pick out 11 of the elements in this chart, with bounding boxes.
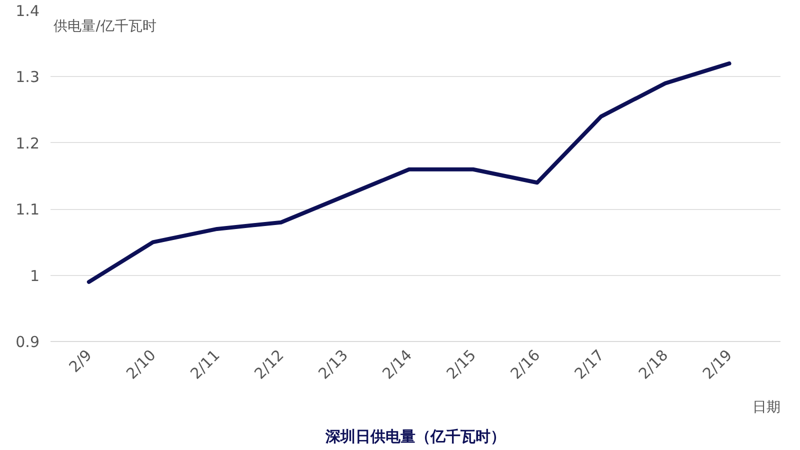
line-series: [86, 61, 732, 284]
text: 深圳日供电量（亿千瓦时）: [324, 428, 506, 446]
y-axis-title: 供电量/亿千瓦时: [54, 18, 156, 34]
y-tick-label: 1.1: [16, 200, 40, 219]
x-axis-title: 日期: [752, 400, 780, 416]
y-tick-label: 1.3: [16, 68, 40, 86]
y-tick-label: 0.9: [16, 333, 40, 351]
y-tick-label: 1.4: [16, 2, 40, 20]
x-tick-label: 2/9: [65, 346, 96, 376]
y-tick-label: 1: [30, 266, 40, 285]
y-tick-label: 1.2: [16, 134, 40, 152]
